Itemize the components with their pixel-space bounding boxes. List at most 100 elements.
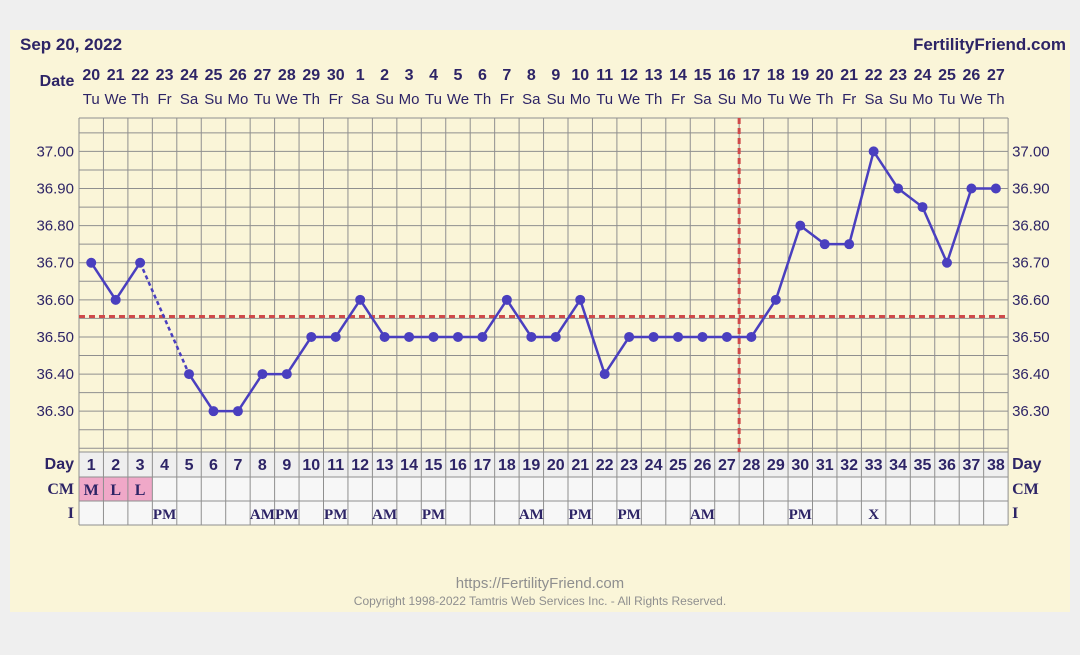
intercourse-value: AM	[372, 507, 397, 523]
y-tick-label-right: 36.60	[1012, 292, 1050, 309]
date-label: 2	[380, 67, 389, 84]
temp-segment	[114, 262, 142, 301]
y-tick-label-left: 36.50	[36, 329, 74, 346]
day-number: 21	[571, 457, 589, 474]
cm-value: L	[135, 482, 146, 499]
chart-date: Sep 20, 2022	[20, 35, 123, 54]
day-number: 30	[791, 457, 809, 474]
intercourse-value: AM	[250, 507, 275, 523]
y-tick-label-left: 36.70	[36, 255, 74, 272]
weekday-label: Tu	[767, 91, 784, 108]
day-number: 28	[742, 457, 760, 474]
brand-logo[interactable]: FertilityFriend.com	[912, 35, 1066, 54]
temp-point	[893, 183, 904, 194]
day-number: 7	[233, 457, 242, 474]
intercourse-value: AM	[690, 507, 715, 523]
date-label: 15	[694, 67, 712, 84]
temp-segment	[359, 299, 386, 338]
day-number: 31	[816, 457, 834, 474]
weekday-label: Fr	[842, 91, 856, 108]
temp-segment	[236, 373, 264, 412]
day-number: 34	[889, 457, 907, 474]
weekday-label: Fr	[500, 91, 514, 108]
day-number: 23	[620, 457, 638, 474]
intercourse-value: PM	[422, 507, 445, 523]
day-number: 17	[474, 457, 492, 474]
weekday-label: Th	[474, 91, 492, 108]
date-label: 3	[405, 67, 414, 84]
day-number: 15	[425, 457, 443, 474]
day-number: 5	[185, 457, 194, 474]
temp-point	[599, 369, 610, 380]
temp-segment	[897, 187, 924, 209]
temp-point	[941, 257, 952, 268]
day-number: 10	[302, 457, 320, 474]
temp-segment	[505, 299, 533, 338]
y-tick-label-right: 36.30	[1012, 403, 1050, 420]
intercourse-value: PM	[569, 507, 592, 523]
day-number: 6	[209, 457, 218, 474]
date-label: 25	[938, 67, 956, 84]
cm-cell-fill	[103, 477, 128, 501]
weekday-label: Fr	[671, 91, 685, 108]
temp-segment	[945, 188, 973, 264]
temp-point	[208, 406, 219, 417]
day-row-label-right: Day	[1012, 456, 1041, 473]
temp-point	[648, 331, 659, 342]
date-label: 28	[278, 67, 296, 84]
cm-value: M	[84, 482, 99, 499]
temp-point	[746, 331, 757, 342]
temp-point	[917, 202, 928, 213]
temp-point	[673, 331, 684, 342]
date-label: 4	[429, 67, 438, 84]
weekday-label: Mo	[228, 91, 249, 108]
weekday-label: Tu	[254, 91, 271, 108]
date-label: 11	[596, 67, 613, 84]
date-label: 6	[478, 67, 487, 84]
day-number: 12	[351, 457, 369, 474]
temp-segment	[579, 299, 606, 375]
temp-point	[477, 331, 488, 342]
date-label: 5	[454, 67, 463, 84]
date-label: 8	[527, 67, 536, 84]
weekday-label: Su	[204, 91, 222, 108]
footer-url[interactable]: https://FertilityFriend.com	[455, 575, 625, 592]
weekday-label: We	[618, 91, 640, 108]
day-number: 8	[258, 457, 267, 474]
day-number: 27	[718, 457, 736, 474]
temp-segment	[285, 336, 313, 375]
date-label: 18	[767, 67, 785, 84]
weekday-label: Su	[718, 91, 736, 108]
temp-segment	[847, 151, 875, 245]
temp-point	[966, 183, 977, 194]
weekday-label: Tu	[425, 91, 442, 108]
temp-point	[135, 257, 146, 268]
cm-value: L	[110, 482, 121, 499]
date-label: 20	[82, 67, 100, 84]
temp-point	[452, 331, 463, 342]
day-number: 16	[449, 457, 467, 474]
temp-segment	[774, 225, 802, 301]
intercourse-value: PM	[789, 507, 812, 523]
weekday-label: Sa	[351, 91, 370, 108]
day-number: 13	[376, 457, 394, 474]
day-number: 20	[547, 457, 565, 474]
temp-segment	[187, 373, 215, 412]
cm-cell-fill	[79, 477, 104, 501]
y-tick-label-right: 36.90	[1012, 181, 1050, 198]
date-label: 13	[645, 67, 663, 84]
temp-segment-gap	[138, 262, 191, 375]
weekday-label: Tu	[83, 91, 100, 108]
date-label: 20	[816, 67, 834, 84]
date-label: 24	[914, 67, 932, 84]
weekday-label: Mo	[570, 91, 591, 108]
temp-point	[428, 331, 439, 342]
temp-point	[501, 294, 512, 305]
temp-point	[550, 331, 561, 342]
date-label: 21	[840, 67, 858, 84]
day-number: 26	[694, 457, 712, 474]
y-tick-label-right: 36.80	[1012, 218, 1050, 235]
y-tick-label-left: 37.00	[36, 143, 74, 160]
temp-segment	[90, 262, 117, 301]
temp-point	[697, 331, 708, 342]
